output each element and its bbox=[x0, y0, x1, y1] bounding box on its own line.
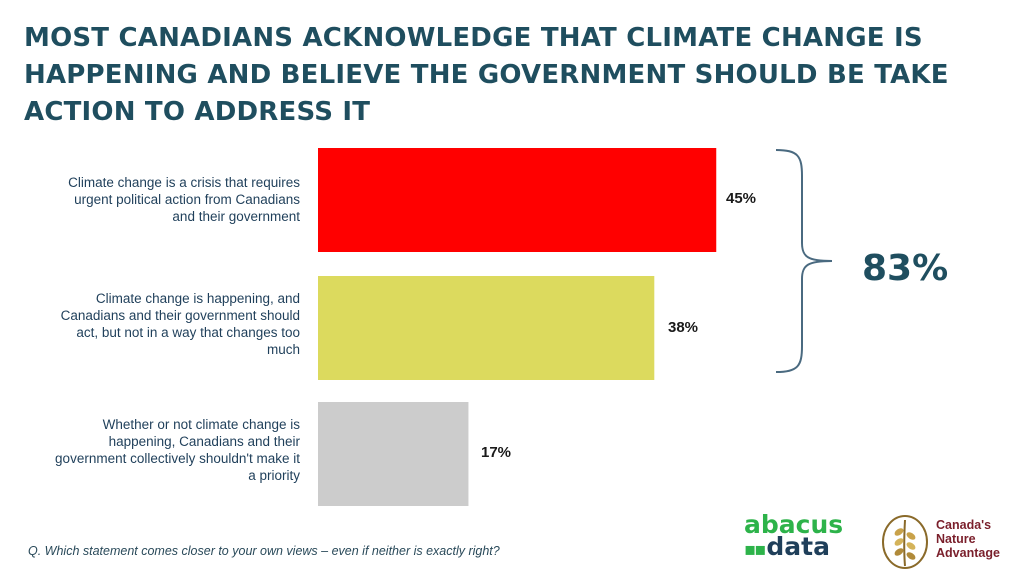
wheat-leaf-icon bbox=[882, 515, 928, 569]
category-label: Whether or not climate change is happeni… bbox=[55, 417, 300, 483]
grouping-bracket bbox=[775, 149, 833, 373]
bracket-total-label: 83% bbox=[862, 248, 949, 289]
category-label: Climate change is happening, and Canadia… bbox=[60, 291, 300, 357]
canadas-nature-advantage-logo: Canada's Nature Advantage bbox=[880, 514, 1020, 570]
data-logo-word: data bbox=[766, 532, 830, 561]
abacus-data-logo: abacus ▪▪data bbox=[744, 510, 854, 561]
abacus-logo-word: abacus bbox=[744, 510, 844, 539]
cna-logo-line: Advantage bbox=[936, 546, 1000, 560]
cna-logo-line: Canada's bbox=[936, 518, 992, 532]
question-footnote: Q. Which statement comes closer to your … bbox=[28, 544, 500, 558]
value-label: 45% bbox=[726, 190, 757, 207]
bar-2 bbox=[318, 276, 655, 380]
bar-1 bbox=[318, 148, 717, 252]
value-label: 17% bbox=[481, 444, 512, 461]
category-label: Climate change is a crisis that requires… bbox=[68, 175, 300, 224]
bar-3 bbox=[318, 402, 469, 506]
abacus-dots-icon: ▪▪ bbox=[744, 539, 766, 560]
value-label: 38% bbox=[668, 319, 699, 336]
chart-title: MOST CANADIANS ACKNOWLEDGE THAT CLIMATE … bbox=[24, 23, 949, 127]
cna-logo-line: Nature bbox=[936, 532, 976, 546]
